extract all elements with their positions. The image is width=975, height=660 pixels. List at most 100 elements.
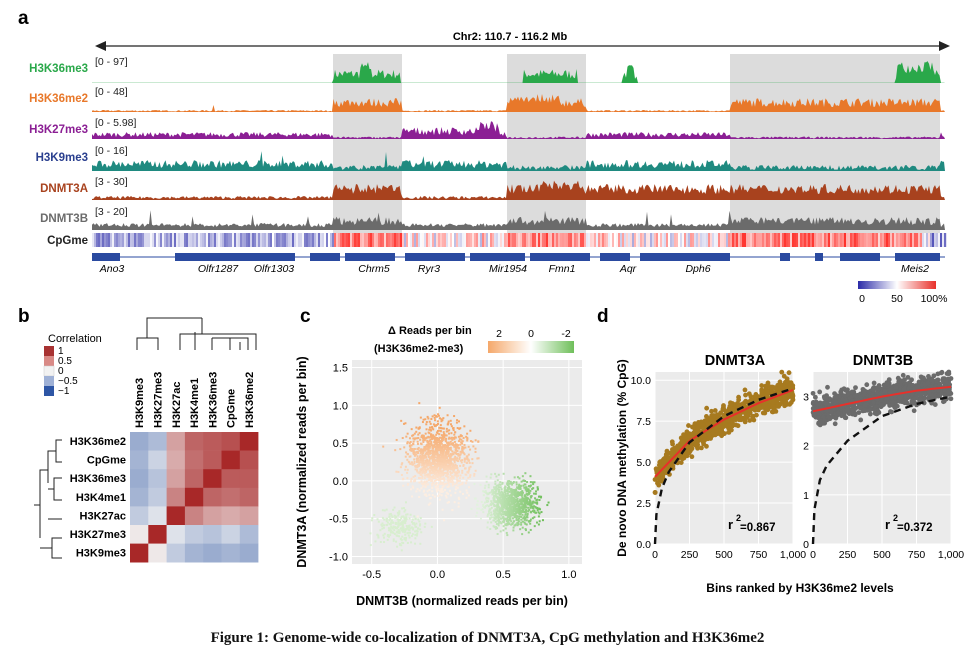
scatter-point (448, 483, 451, 486)
scatter-point (415, 534, 418, 537)
scatter-point (395, 438, 398, 441)
scatter-point (469, 474, 472, 477)
cpg-bin (574, 233, 577, 247)
scatter-point (433, 452, 436, 455)
cpg-bin (194, 233, 197, 247)
data-point (688, 431, 694, 437)
scatter-point (449, 457, 452, 460)
scatter-point (462, 436, 465, 439)
scatter-point (402, 484, 405, 487)
scatter-point (497, 514, 500, 517)
scatter-point (411, 518, 414, 521)
scatter-point (415, 522, 418, 525)
scatter-point (485, 500, 488, 503)
panel-c-scatter: -0.5 0.0 0.5 1.01.51.00.50.0-0.5-1.0 Δ Read… (295, 325, 582, 608)
scatter-point (446, 501, 449, 504)
scatter-point (440, 458, 443, 461)
scatter-point (383, 518, 386, 521)
data-point (823, 401, 829, 407)
scatter-point (391, 516, 394, 519)
scatter-point (461, 448, 464, 451)
scatter-point (494, 482, 497, 485)
y-tick-label: 1.0 (333, 400, 348, 412)
cpg-bin (654, 233, 657, 247)
scatter-point (445, 441, 448, 444)
scatter-point (409, 462, 412, 465)
scatter-point (426, 475, 429, 478)
heatmap-cell (203, 506, 222, 526)
y-tick-label: -1.0 (329, 551, 348, 563)
track-name: DNMT3A (40, 183, 88, 195)
scatter-point (514, 500, 517, 503)
scatter-point (443, 433, 446, 436)
cpg-bin (560, 233, 563, 247)
cpg-bin (106, 233, 109, 247)
scatter-point (376, 533, 379, 536)
gene-label: Olfr1303 (254, 263, 294, 275)
cpg-bin (652, 233, 655, 247)
figure-canvas: a b c d Chr2: 110.7 - 116.2 Mb H3K36me3[… (18, 8, 964, 608)
scatter-point (457, 420, 460, 423)
scatter-point (418, 481, 421, 484)
cpg-bin (422, 233, 425, 247)
cpg-bin (188, 233, 191, 247)
scatter-point (494, 480, 497, 483)
gene-block (530, 253, 590, 261)
scatter-point (478, 507, 481, 510)
cpg-bin (478, 233, 481, 247)
scatter-point (527, 485, 530, 488)
scatter-point (433, 414, 436, 417)
row-label: H3K9me3 (76, 548, 126, 560)
scatter-point (439, 462, 442, 465)
data-point (836, 411, 841, 417)
cpg-bin (400, 233, 403, 247)
scatter-point (435, 486, 438, 489)
cpg-bin (868, 233, 871, 247)
scatter-point (454, 491, 457, 494)
cpg-bin (662, 233, 665, 247)
data-point (723, 409, 729, 415)
scatter-point (513, 520, 516, 523)
cpg-bin (540, 233, 543, 247)
track-range: [0 - 97] (95, 56, 128, 68)
cpg-bin (278, 233, 281, 247)
scatter-point (427, 503, 430, 506)
scatter-point (463, 453, 466, 456)
scatter-point (436, 451, 439, 454)
cpg-bin (500, 233, 503, 247)
cpg-bin (466, 233, 469, 247)
scatter-point (377, 520, 380, 523)
scatter-point (454, 464, 457, 467)
data-point (922, 382, 928, 388)
scatter-point (437, 438, 440, 441)
scatter-point (431, 447, 434, 450)
scatter-point (534, 506, 537, 509)
scatter-point (422, 434, 425, 437)
data-point (721, 403, 726, 408)
scatter-point (416, 464, 419, 467)
scatter-point (525, 509, 528, 512)
scatter-point (436, 485, 439, 488)
scatter-point (538, 512, 541, 515)
scatter-point (401, 478, 404, 481)
scatter-point (459, 427, 462, 430)
scatter-point (491, 489, 494, 492)
scatter-point (415, 437, 418, 440)
cpg-bin (272, 233, 275, 247)
scatter-point (418, 476, 421, 479)
scatter-point (403, 519, 406, 522)
data-point (853, 385, 858, 391)
scatter-point (447, 482, 450, 485)
scatter-point (422, 483, 425, 486)
scatter-point (500, 513, 503, 516)
scatter-point (511, 517, 514, 520)
cpg-bin (594, 233, 597, 247)
cpg-bin (848, 233, 851, 247)
scatter-point (393, 514, 396, 517)
cpg-bin (350, 233, 353, 247)
track-h3k36me2: H3K36me2[0 - 48] (29, 86, 945, 112)
scatter-point (452, 429, 455, 432)
cpg-bin (98, 233, 101, 247)
scatter-point (533, 505, 536, 508)
